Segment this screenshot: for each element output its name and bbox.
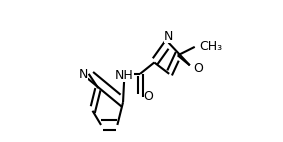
Text: N: N [79, 68, 88, 81]
Text: O: O [144, 90, 153, 103]
Text: NH: NH [115, 69, 134, 82]
Text: CH₃: CH₃ [199, 40, 222, 53]
Text: O: O [193, 62, 203, 75]
Text: N: N [164, 30, 173, 43]
